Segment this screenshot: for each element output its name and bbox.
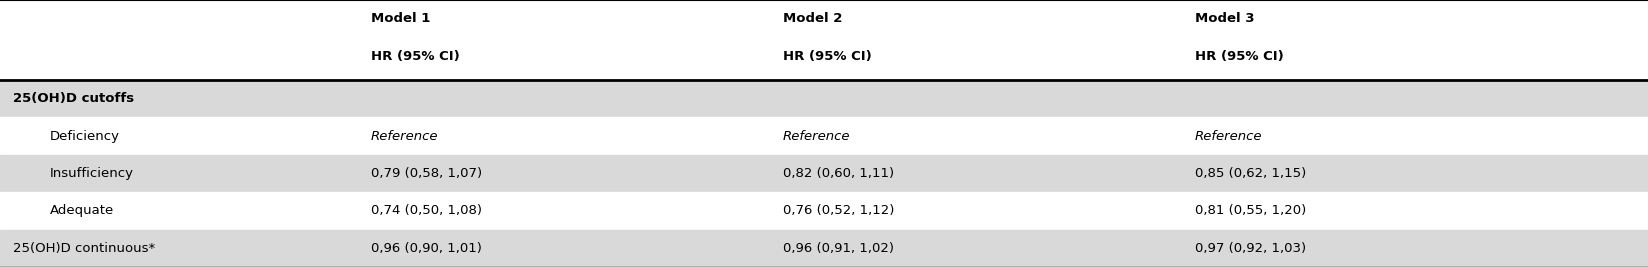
Text: 0,85 (0,62, 1,15): 0,85 (0,62, 1,15) [1195, 167, 1307, 180]
Text: 0,82 (0,60, 1,11): 0,82 (0,60, 1,11) [783, 167, 893, 180]
Text: 0,79 (0,58, 1,07): 0,79 (0,58, 1,07) [371, 167, 481, 180]
Text: 25(OH)D cutoffs: 25(OH)D cutoffs [13, 92, 133, 105]
Text: Model 3: Model 3 [1195, 12, 1254, 25]
Text: 0,96 (0,90, 1,01): 0,96 (0,90, 1,01) [371, 242, 481, 255]
Text: HR (95% CI): HR (95% CI) [371, 50, 460, 62]
Bar [0, 230, 1648, 267]
Text: Adequate: Adequate [49, 205, 114, 217]
Bar [0, 0, 1648, 80]
Text: Model 2: Model 2 [783, 12, 842, 25]
Text: HR (95% CI): HR (95% CI) [783, 50, 872, 62]
Bar [0, 155, 1648, 192]
Text: 25(OH)D continuous*: 25(OH)D continuous* [13, 242, 155, 255]
Text: 0,74 (0,50, 1,08): 0,74 (0,50, 1,08) [371, 205, 481, 217]
Text: 0,76 (0,52, 1,12): 0,76 (0,52, 1,12) [783, 205, 895, 217]
Text: HR (95% CI): HR (95% CI) [1195, 50, 1284, 62]
Text: Reference: Reference [783, 130, 850, 143]
Text: Insufficiency: Insufficiency [49, 167, 133, 180]
Text: Deficiency: Deficiency [49, 130, 119, 143]
Text: 0,97 (0,92, 1,03): 0,97 (0,92, 1,03) [1195, 242, 1305, 255]
Text: Model 1: Model 1 [371, 12, 430, 25]
Text: 0,96 (0,91, 1,02): 0,96 (0,91, 1,02) [783, 242, 893, 255]
Text: Reference: Reference [1195, 130, 1262, 143]
Bar [0, 80, 1648, 117]
Bar [0, 192, 1648, 230]
Text: Reference: Reference [371, 130, 438, 143]
Bar [0, 117, 1648, 155]
Text: 0,81 (0,55, 1,20): 0,81 (0,55, 1,20) [1195, 205, 1307, 217]
